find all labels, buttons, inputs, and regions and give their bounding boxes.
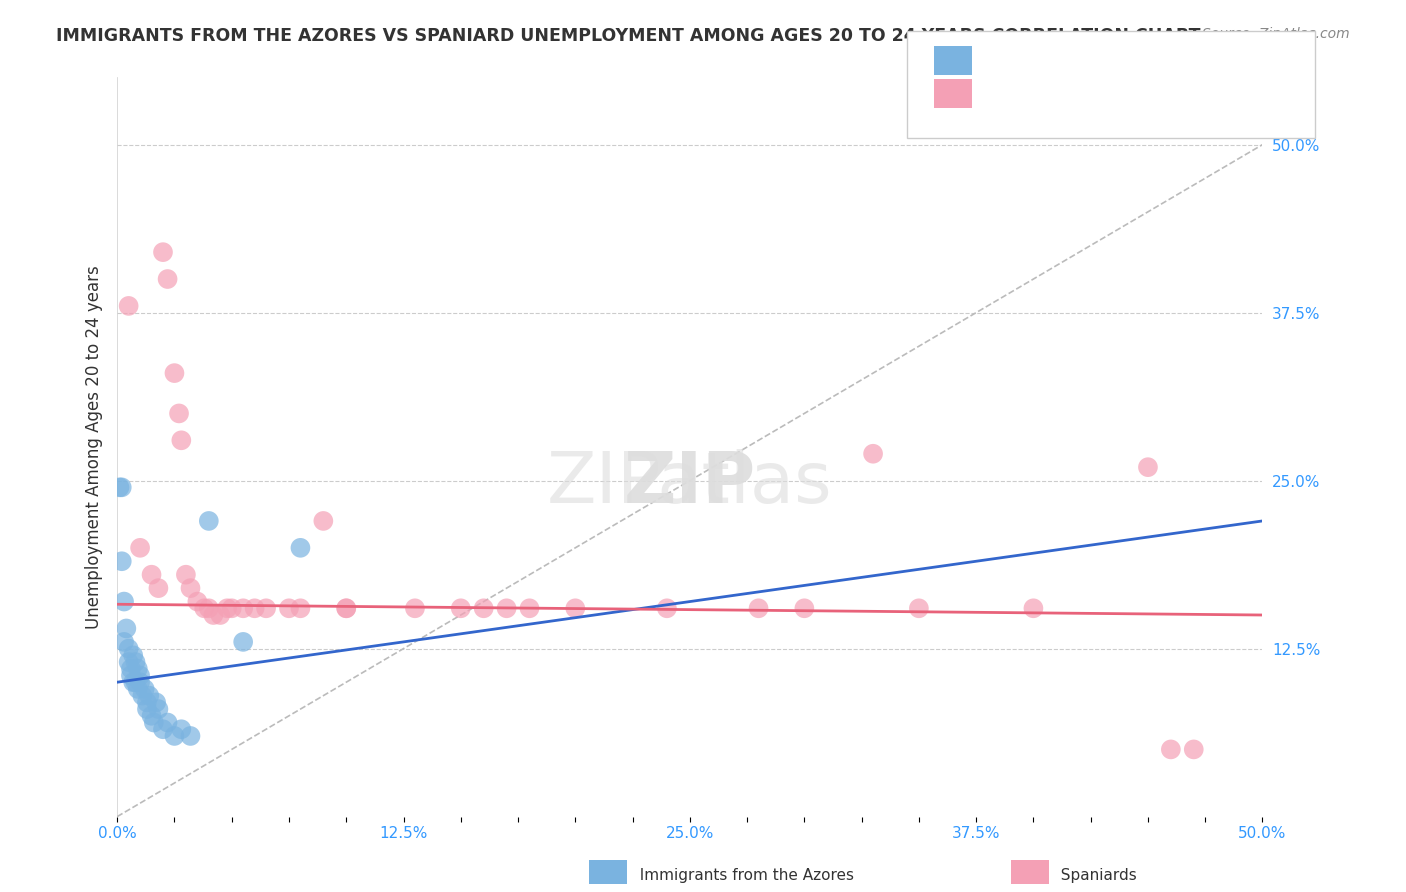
Point: [145, 695, 167, 709]
Point: [209, 607, 232, 622]
Point: [232, 635, 254, 649]
Point: [1160, 742, 1182, 756]
Point: [495, 601, 517, 615]
Point: [163, 729, 186, 743]
Point: [115, 622, 138, 636]
Text: N =: N =: [1118, 47, 1154, 65]
Point: [186, 594, 208, 608]
Point: [198, 601, 221, 615]
Text: R =: R =: [980, 81, 1017, 99]
Point: [519, 601, 541, 615]
Point: [124, 655, 146, 669]
Point: [142, 715, 165, 730]
Point: [254, 601, 277, 615]
Point: [122, 675, 145, 690]
Point: [290, 601, 312, 615]
Text: 41: 41: [1167, 81, 1189, 99]
Point: [335, 601, 357, 615]
Text: Spaniards: Spaniards: [1012, 868, 1137, 883]
Point: [136, 702, 159, 716]
Point: [108, 480, 131, 494]
Point: [124, 675, 146, 690]
Point: [655, 601, 678, 615]
Point: [748, 601, 770, 615]
Point: [1136, 460, 1159, 475]
Point: [156, 715, 179, 730]
Y-axis label: Unemployment Among Ages 20 to 24 years: Unemployment Among Ages 20 to 24 years: [86, 265, 103, 629]
Point: [117, 299, 139, 313]
Point: [112, 635, 135, 649]
Point: [404, 601, 426, 615]
Point: [129, 675, 152, 690]
Point: [174, 567, 197, 582]
Point: [564, 601, 586, 615]
Point: [117, 655, 139, 669]
Point: [472, 601, 495, 615]
Point: [163, 366, 186, 380]
Point: [136, 695, 159, 709]
Point: [167, 406, 190, 420]
Point: [127, 662, 149, 676]
Point: [793, 601, 815, 615]
Text: Immigrants from the Azores: Immigrants from the Azores: [591, 868, 853, 883]
Point: [450, 601, 472, 615]
Point: [120, 662, 142, 676]
Point: [290, 541, 312, 555]
Point: [312, 514, 335, 528]
Point: [129, 668, 152, 682]
Point: [202, 607, 225, 622]
Point: [156, 272, 179, 286]
Point: [117, 641, 139, 656]
Point: [111, 554, 134, 568]
Point: [141, 708, 163, 723]
Point: [134, 681, 156, 696]
Point: [335, 601, 357, 615]
Point: [148, 702, 170, 716]
Point: [152, 723, 174, 737]
Point: [111, 480, 134, 494]
Text: 0.356: 0.356: [1029, 47, 1081, 65]
Point: [127, 681, 149, 696]
Text: IMMIGRANTS FROM THE AZORES VS SPANIARD UNEMPLOYMENT AMONG AGES 20 TO 24 YEARS CO: IMMIGRANTS FROM THE AZORES VS SPANIARD U…: [56, 27, 1201, 45]
Point: [278, 601, 301, 615]
Text: 35: 35: [1167, 47, 1189, 65]
Point: [179, 729, 201, 743]
Text: N =: N =: [1118, 81, 1154, 99]
Point: [141, 567, 163, 582]
Text: ZIP: ZIP: [624, 450, 756, 518]
Point: [120, 668, 142, 682]
Point: [908, 601, 931, 615]
Point: [243, 601, 266, 615]
Text: R =: R =: [980, 47, 1017, 65]
Point: [217, 601, 239, 615]
Point: [122, 648, 145, 663]
Text: -0.024: -0.024: [1029, 81, 1088, 99]
Point: [1022, 601, 1045, 615]
Point: [170, 434, 193, 448]
Text: Source: ZipAtlas.com: Source: ZipAtlas.com: [1202, 27, 1350, 41]
Point: [862, 447, 884, 461]
Point: [232, 601, 254, 615]
Point: [138, 689, 160, 703]
Point: [170, 723, 193, 737]
Text: ZIPatlas: ZIPatlas: [547, 450, 832, 518]
Point: [1182, 742, 1205, 756]
Point: [221, 601, 243, 615]
Point: [131, 689, 153, 703]
Point: [112, 594, 135, 608]
Point: [148, 581, 170, 595]
Point: [198, 514, 221, 528]
Point: [152, 245, 174, 260]
Point: [179, 581, 201, 595]
Point: [129, 541, 152, 555]
Point: [193, 601, 215, 615]
